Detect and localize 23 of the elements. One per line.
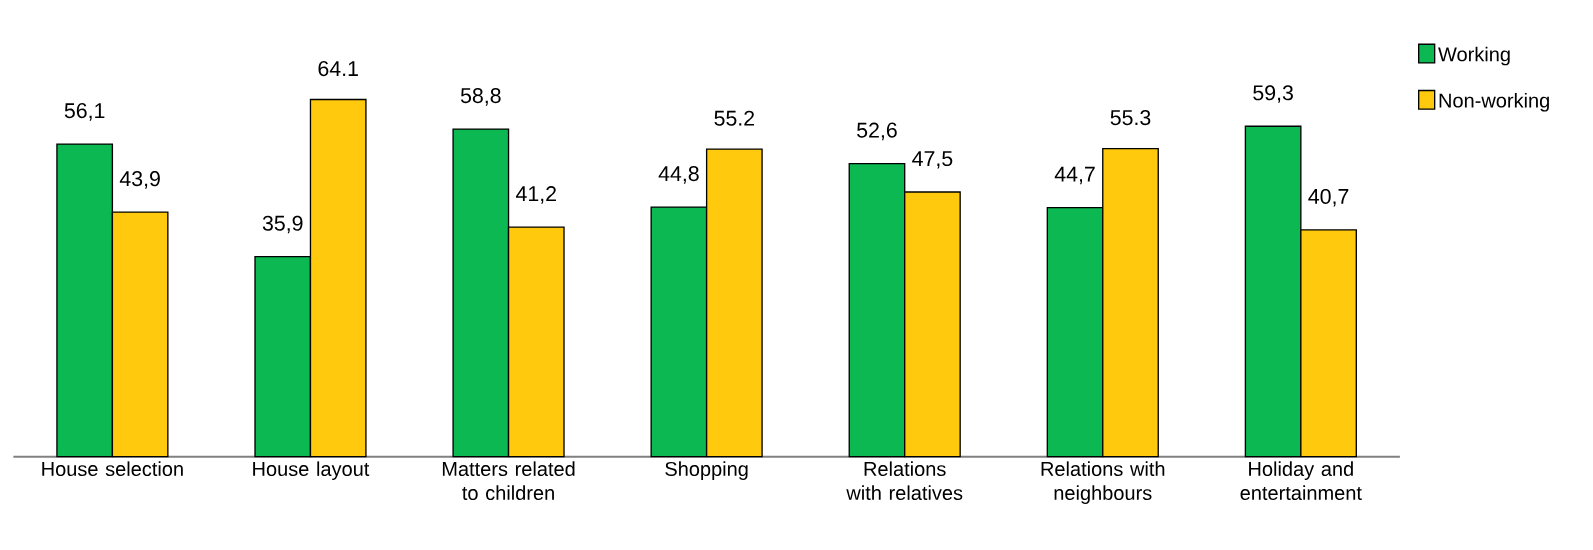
x-tick-label: House layout [253, 461, 370, 480]
data-label: 55.2 [714, 110, 755, 126]
data-label: 47,5 [912, 151, 953, 169]
x-tick-label: Holiday and entertainment [1240, 461, 1362, 501]
legend-label: Non-working [1439, 92, 1549, 112]
data-label: 52,6 [857, 122, 897, 141]
data-label: 35,9 [262, 215, 303, 234]
data-label: 41,2 [516, 186, 556, 204]
x-tick-label: Shopping [665, 461, 748, 480]
data-label: 43,9 [119, 171, 160, 189]
data-label: 55.3 [1110, 110, 1151, 126]
legend-label: Working [1438, 46, 1510, 66]
data-label: 44,8 [658, 166, 699, 184]
x-tick-label: Relations with relatives [846, 461, 963, 501]
data-label: 56,1 [64, 103, 105, 121]
data-label: 58,8 [460, 88, 501, 106]
data-label: 59,3 [1253, 85, 1293, 103]
data-label: 40,7 [1308, 188, 1349, 207]
x-tick-label: House selection [42, 461, 183, 477]
data-label: 64.1 [318, 61, 358, 77]
x-tick-label: Matters related to children [442, 461, 575, 501]
data-label: 44,7 [1054, 166, 1095, 185]
x-tick-label: Relations with neighbours [1041, 461, 1165, 504]
